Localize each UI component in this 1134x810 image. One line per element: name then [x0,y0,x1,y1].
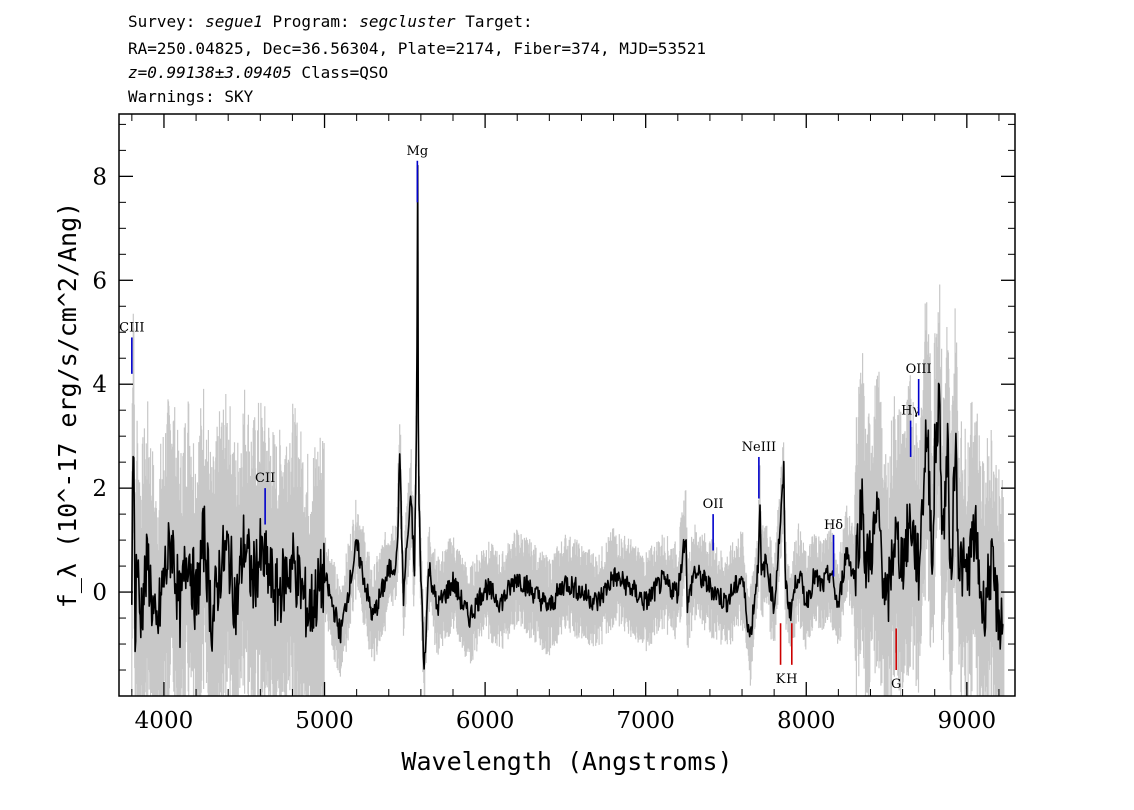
header-line-2: RA=250.04825, Dec=36.56304, Plate=2174, … [128,39,706,58]
line-label-CIII: CIII [119,320,144,335]
target-label: Target: [465,12,533,31]
line-label-H: H [786,672,797,687]
y-axis-title: f_λ (10^-17 erg/s/cm^2/Ang) [53,202,82,608]
x-tick-label: 5000 [295,708,354,734]
survey-label: Survey: [128,12,196,31]
x-tick-label: 7000 [616,708,675,734]
y-tick-label: 4 [92,372,107,398]
plot-frame [118,113,1016,697]
program-label: Program: [272,12,350,31]
class-value: Class=QSO [301,63,389,82]
axes: CIII CII Mg OII NeIII Hδ Hγ OIII K H G 4000 5000 6000… [92,114,1015,734]
line-label-OIII: OIII [906,362,932,377]
x-tick-label: 9000 [938,708,997,734]
line-label-G: G [891,677,901,692]
line-label-Mg: Mg [407,144,429,159]
header-line-1: Survey: segue1 Program: segcluster Targe… [128,12,533,32]
line-label-CII: CII [255,471,275,486]
line-label-Hγ: Hγ [901,404,920,419]
flux-line [131,164,1004,670]
redshift-value: z=0.99138±3.09405 [128,63,292,82]
header-line-3: z=0.99138±3.09405 Class=QSO [128,63,388,83]
survey-value: segue1 [205,12,263,31]
line-label-K: K [776,672,786,687]
x-axis-title: Wavelength (Angstroms) [401,747,732,776]
x-tick-label: 4000 [135,708,194,734]
error-band [131,186,1005,696]
y-tick-label: 0 [92,580,107,606]
x-tick-label: 8000 [777,708,836,734]
line-label-NeIII: NeIII [742,440,776,455]
y-axis-title-text: f_λ (10^-17 erg/s/cm^2/Ang) [53,202,82,608]
header-warnings: Warnings: SKY [128,87,254,106]
plot-area [131,164,1005,696]
line-label-OII: OII [703,497,724,512]
y-tick-label: 6 [92,268,107,294]
y-tick-label: 2 [92,476,107,502]
x-tick-label: 6000 [456,708,515,734]
program-value: segcluster [359,12,456,31]
line-label-Hδ: Hδ [824,518,843,533]
y-tick-label: 8 [92,164,107,190]
